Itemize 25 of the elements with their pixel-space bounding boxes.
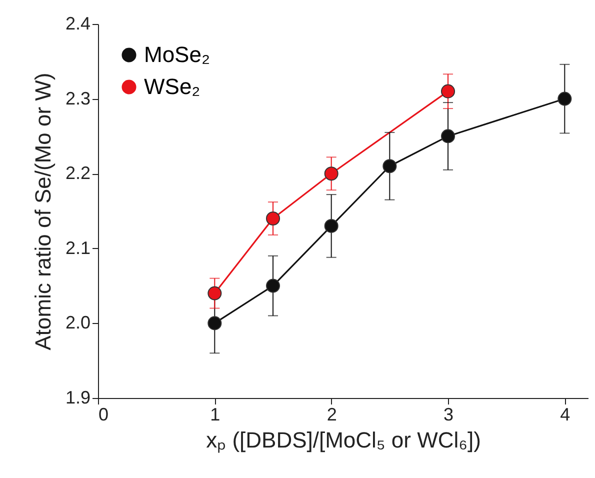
x-tick-label: 4 [560,404,570,424]
point [208,316,222,330]
point [382,159,397,174]
x-axis-title: xₚ ([DBDS]/[MoCl₅ or WCl₆]) [206,428,481,454]
point [324,166,338,181]
y-tick-label: 1.9 [65,388,90,408]
x-tick-label: 0 [98,404,109,424]
point [440,84,456,98]
y-tick-label: 2.1 [65,238,90,258]
y-tick-label: 2.4 [65,14,90,34]
x-tick-label: 3 [443,404,454,424]
y-tick-label: 2.2 [65,163,90,184]
point [208,286,222,300]
y-tick-label: 2.3 [65,88,90,108]
point [558,92,572,106]
point [324,218,338,233]
y-tick-label: 2.0 [65,312,90,333]
point [440,129,456,144]
legend-label: MoSe₂ [144,42,210,67]
x-tick-label: 2 [326,404,337,424]
legend-label: WSe₂ [144,74,200,99]
point [266,278,280,293]
x-tick-label: 1 [210,404,220,424]
y-axis-title: Atomic ratio of Se/(Mo or W) [30,72,56,350]
point [266,211,280,226]
